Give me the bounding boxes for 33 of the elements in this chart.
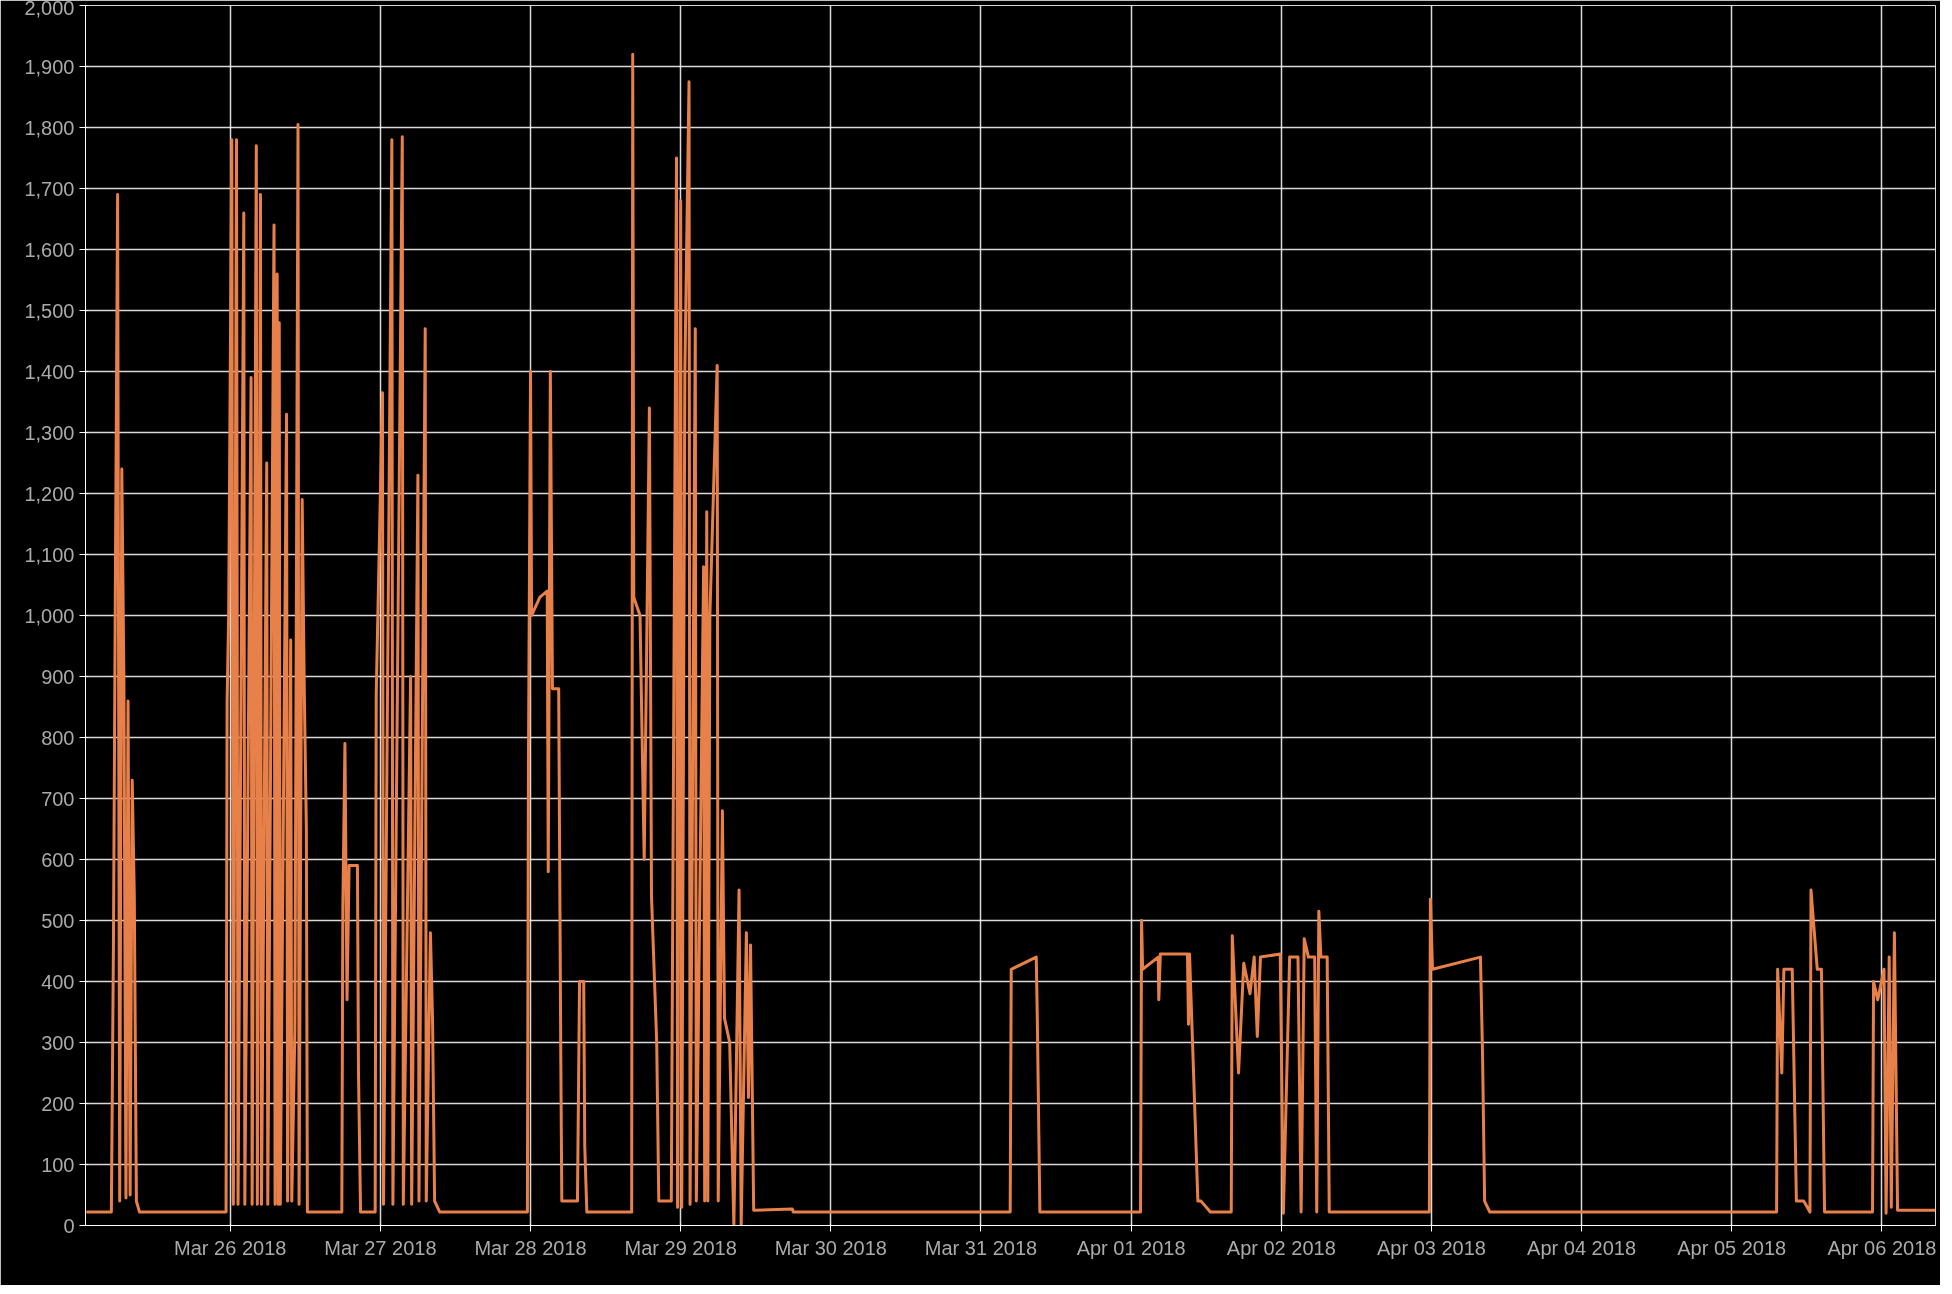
- y-tick-label: 600: [41, 848, 75, 871]
- y-tick-label: 1,800: [24, 116, 75, 139]
- y-tick-label: 500: [41, 909, 75, 932]
- x-tick-label: Mar 27 2018: [324, 1236, 437, 1259]
- x-tick-label: Apr 03 2018: [1376, 1236, 1486, 1259]
- x-tick-label: Apr 02 2018: [1226, 1236, 1336, 1259]
- y-tick-label: 800: [41, 726, 75, 749]
- y-tick-label: 200: [41, 1092, 75, 1115]
- y-tick-label: 1,700: [24, 177, 75, 200]
- y-tick-label: 1,100: [24, 543, 75, 566]
- y-tick-label: 1,000: [24, 604, 75, 627]
- x-tick-label: Mar 29 2018: [624, 1236, 737, 1259]
- y-tick-label: 2,000: [24, 0, 75, 19]
- y-tick-label: 1,900: [24, 55, 75, 78]
- y-tick-label: 1,200: [24, 482, 75, 505]
- x-tick-label: Apr 04 2018: [1527, 1236, 1637, 1259]
- x-tick-label: Apr 06 2018: [1827, 1236, 1937, 1259]
- x-tick-label: Mar 28 2018: [474, 1236, 587, 1259]
- y-tick-label: 900: [41, 665, 75, 688]
- x-tick-label: Mar 26 2018: [174, 1236, 287, 1259]
- y-tick-label: 100: [41, 1153, 75, 1176]
- y-tick-label: 300: [41, 1031, 75, 1054]
- y-tick-label: 700: [41, 787, 75, 810]
- y-tick-label: 1,600: [24, 238, 75, 261]
- y-tick-label: 1,400: [24, 360, 75, 383]
- x-tick-label: Apr 01 2018: [1076, 1236, 1186, 1259]
- y-tick-label: 400: [41, 970, 75, 993]
- x-tick-label: Mar 30 2018: [774, 1236, 887, 1259]
- y-tick-label: 1,500: [24, 299, 75, 322]
- y-tick-label: 1,300: [24, 421, 75, 444]
- x-tick-label: Mar 31 2018: [924, 1236, 1038, 1259]
- x-tick-label: Apr 05 2018: [1677, 1236, 1787, 1259]
- y-tick-label: 0: [63, 1214, 75, 1237]
